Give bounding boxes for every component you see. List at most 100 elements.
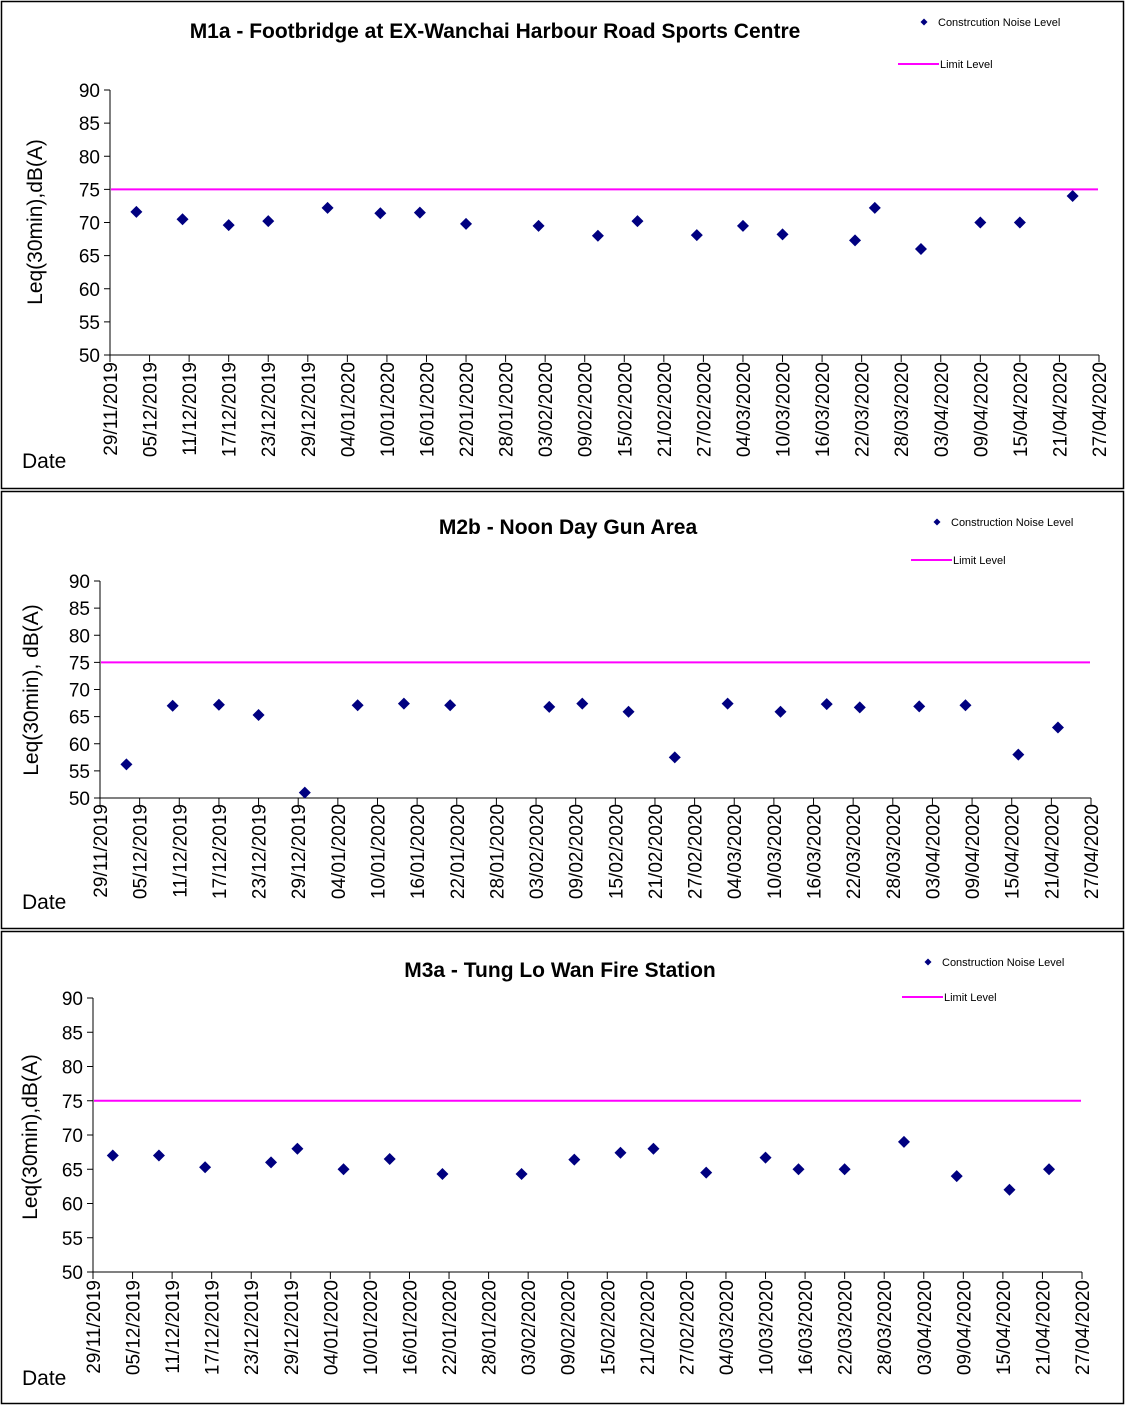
x-tick-label: 27/02/2020 (686, 804, 707, 899)
panel-border (0, 930, 1125, 1405)
legend-marker (924, 958, 932, 966)
x-tick-label: 03/02/2020 (519, 1280, 540, 1375)
chart-title: M1a - Footbridge at EX-Wanchai Harbour R… (190, 20, 801, 43)
x-tick-label: 16/01/2020 (417, 362, 438, 457)
x-tick-label: 28/01/2020 (497, 362, 518, 457)
x-tick-label: 28/01/2020 (480, 1280, 501, 1375)
data-point (130, 205, 143, 218)
data-point (337, 1163, 350, 1176)
data-point (152, 1149, 165, 1162)
x-tick-label: 21/02/2020 (655, 362, 676, 457)
y-tick-label: 80 (62, 1058, 83, 1079)
x-tick-label: 22/01/2020 (448, 804, 469, 899)
x-tick-label: 05/12/2019 (141, 362, 162, 457)
x-tick-label: 04/01/2020 (329, 804, 350, 899)
x-tick-label: 10/03/2020 (757, 1280, 778, 1375)
data-point (374, 207, 387, 220)
data-point (950, 1170, 963, 1183)
y-tick-label: 65 (69, 708, 90, 729)
x-tick-label: 03/04/2020 (932, 362, 953, 457)
data-point (166, 699, 179, 712)
x-tick-label: 29/11/2019 (91, 804, 112, 898)
x-tick-label: 22/03/2020 (836, 1280, 857, 1375)
legend-marker (920, 18, 928, 26)
x-tick-label: 11/12/2019 (163, 1280, 184, 1374)
y-tick-label: 70 (62, 1126, 83, 1147)
y-tick-label: 80 (79, 147, 100, 168)
legend: Construction Noise Level Limit Level (911, 517, 1073, 567)
y-tick-label: 75 (69, 653, 90, 674)
data-point (543, 700, 556, 713)
x-tick-label: 15/04/2020 (1011, 362, 1032, 457)
data-point (1043, 1163, 1056, 1176)
data-point (397, 697, 410, 710)
x-tick-label: 28/03/2020 (892, 362, 913, 457)
x-tick-label: 11/12/2019 (180, 362, 201, 456)
x-tick-label: 16/03/2020 (796, 1280, 817, 1375)
data-point (120, 758, 133, 771)
data-point (252, 708, 265, 721)
data-point (614, 1146, 627, 1159)
data-point (591, 229, 604, 242)
data-point (321, 201, 334, 214)
legend-label-limit: Limit Level (940, 59, 993, 71)
y-tick-label: 70 (69, 681, 90, 702)
data-point (568, 1153, 581, 1166)
data-point (176, 213, 189, 226)
data-point (413, 206, 426, 219)
x-tick-label: 17/12/2019 (220, 362, 241, 457)
y-tick-label: 90 (69, 572, 90, 593)
y-axis-label: Leq(30min),dB(A) (24, 139, 47, 305)
x-tick-label: 28/03/2020 (884, 804, 905, 899)
data-point (690, 229, 703, 242)
data-point (913, 700, 926, 713)
data-point (974, 216, 987, 229)
y-tick-label: 75 (62, 1092, 83, 1113)
legend: Constrcution Noise Level Limit Level (898, 17, 1060, 71)
x-tick-label: 15/04/2020 (1003, 804, 1024, 899)
x-tick-label: 15/02/2020 (606, 804, 627, 899)
x-tick-label: 23/12/2019 (242, 1280, 263, 1375)
x-tick-label: 17/12/2019 (203, 1280, 224, 1375)
x-tick-label: 09/02/2020 (559, 1280, 580, 1375)
x-tick-label: 27/02/2020 (694, 362, 715, 457)
data-point (291, 1142, 304, 1155)
data-point (1012, 748, 1025, 761)
legend-label-limit: Limit Level (944, 992, 997, 1004)
data-point (265, 1156, 278, 1169)
data-point (774, 705, 787, 718)
chart-panel-3: M3a - Tung Lo Wan Fire Station Leq(30min)… (0, 930, 1125, 1405)
x-tick-label: 09/02/2020 (576, 362, 597, 457)
legend-label-noise: Constrcution Noise Level (938, 17, 1060, 29)
data-point (700, 1166, 713, 1179)
data-point (1051, 721, 1064, 734)
data-point (383, 1152, 396, 1165)
x-tick-label: 03/04/2020 (923, 804, 944, 899)
data-point (576, 697, 589, 710)
y-tick-label: 90 (79, 81, 100, 102)
panel-border (0, 0, 1125, 490)
data-point (721, 697, 734, 710)
y-tick-label: 55 (79, 313, 100, 334)
x-tick-label: 16/03/2020 (813, 362, 834, 457)
chart-title: M2b - Noon Day Gun Area (439, 516, 698, 539)
x-tick-label: 10/01/2020 (368, 804, 389, 899)
data-point (668, 751, 681, 764)
data-point (212, 698, 225, 711)
data-point (460, 217, 473, 230)
data-point (199, 1161, 212, 1174)
x-tick-label: 21/04/2020 (1042, 804, 1063, 899)
y-tick-label: 80 (69, 626, 90, 647)
data-point (222, 219, 235, 232)
x-tick-label: 27/02/2020 (677, 1280, 698, 1375)
data-point (897, 1135, 910, 1148)
y-tick-label: 50 (79, 346, 100, 367)
y-axis-label: Leq(30min), dB(A) (20, 604, 43, 776)
x-tick-label: 23/12/2019 (259, 362, 280, 457)
legend: Construction Noise Level Limit Level (902, 957, 1064, 1004)
x-tick-label: 11/12/2019 (170, 804, 191, 898)
x-tick-label: 17/12/2019 (210, 804, 231, 899)
y-tick-label: 85 (79, 114, 100, 135)
x-tick-label: 04/01/2020 (338, 362, 359, 457)
legend-marker (933, 518, 941, 526)
